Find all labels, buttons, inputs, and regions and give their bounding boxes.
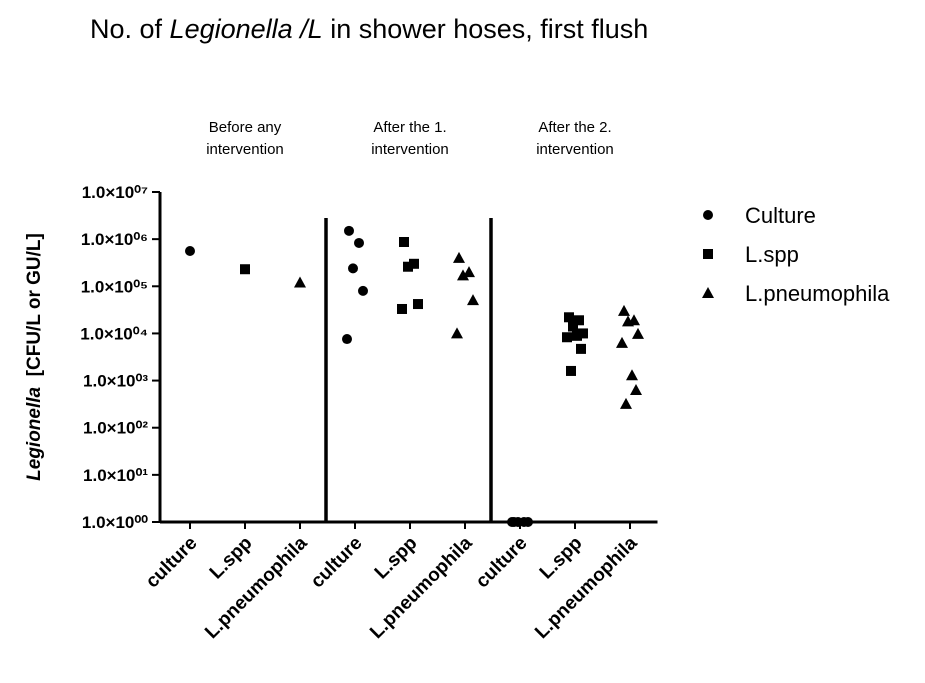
chart-title: No. of Legionella /L in shower hoses, fi… (90, 14, 648, 44)
y-tick-label: 1.0×10⁰¹ (83, 466, 148, 485)
title-part: Legionella /L (170, 14, 323, 44)
data-point (562, 332, 572, 343)
legend-marker (703, 249, 713, 259)
x-tick-label: L.spp (371, 533, 422, 584)
legend-label: Culture (745, 203, 816, 228)
x-tick-label: L.pneumophila (201, 532, 312, 643)
data-point (397, 303, 407, 314)
y-tick-label: 1.0×10⁰⁷ (82, 183, 148, 202)
data-point (523, 517, 533, 527)
y-title-part: Legionella (24, 386, 45, 480)
x-tick-label: L.spp (206, 533, 257, 584)
legend-marker (702, 287, 714, 298)
data-point (451, 327, 463, 339)
data-point (463, 266, 475, 278)
data-point (453, 251, 465, 263)
data-point (467, 294, 479, 306)
data-point (618, 304, 630, 316)
data-point (576, 343, 586, 354)
x-tick-label: L.pneumophila (366, 532, 477, 643)
legend-label: L.pneumophila (745, 281, 890, 306)
data-point (354, 237, 364, 248)
data-point (564, 312, 574, 323)
group-label: intervention (536, 141, 614, 158)
data-point (348, 263, 358, 274)
legend-marker (703, 210, 713, 220)
y-tick-label: 1.0×10⁰⁴ (80, 324, 148, 343)
data-point (344, 225, 354, 236)
data-point (626, 369, 638, 381)
x-tick-label: culture (307, 533, 367, 593)
data-point (578, 328, 588, 339)
group-label: intervention (206, 141, 284, 158)
data-point (413, 299, 423, 310)
data-point (358, 285, 368, 296)
group-label: intervention (371, 141, 449, 158)
y-tick-label: 1.0×10⁰² (83, 419, 148, 438)
x-tick-label: L.spp (536, 533, 587, 584)
y-axis-title: Legionella [CFU/L or GU/L] (24, 233, 45, 481)
data-point (399, 236, 409, 247)
title-part: No. of (90, 14, 170, 44)
data-point (574, 315, 584, 326)
data-point (632, 327, 644, 339)
group-label: After the 2. (538, 119, 611, 136)
data-point (240, 264, 250, 275)
data-point (568, 321, 578, 332)
data-point (403, 261, 413, 272)
data-point (630, 384, 642, 396)
group-label: After the 1. (373, 119, 446, 136)
title-part: in shower hoses, first flush (323, 14, 649, 44)
data-point (572, 330, 582, 341)
data-point (620, 397, 632, 409)
data-point (409, 258, 419, 269)
legend-label: L.spp (745, 242, 799, 267)
x-tick-label: L.pneumophila (531, 532, 642, 643)
data-point (616, 336, 628, 348)
y-tick-label: 1.0×10⁰⁵ (81, 277, 148, 296)
y-tick-label: 1.0×10⁰⁰ (82, 513, 148, 532)
x-tick-label: culture (142, 533, 202, 593)
y-tick-label: 1.0×10⁰⁶ (81, 230, 148, 249)
data-point (566, 365, 576, 376)
group-label: Before any (209, 119, 282, 136)
x-tick-label: culture (472, 533, 532, 593)
y-title-part: [CFU/L or GU/L] (24, 233, 45, 387)
data-point (457, 269, 469, 281)
data-point (622, 315, 634, 327)
data-point (342, 334, 352, 345)
data-point (294, 276, 306, 288)
data-point (185, 246, 195, 257)
y-tick-label: 1.0×10⁰³ (83, 372, 148, 391)
data-point (507, 517, 517, 527)
